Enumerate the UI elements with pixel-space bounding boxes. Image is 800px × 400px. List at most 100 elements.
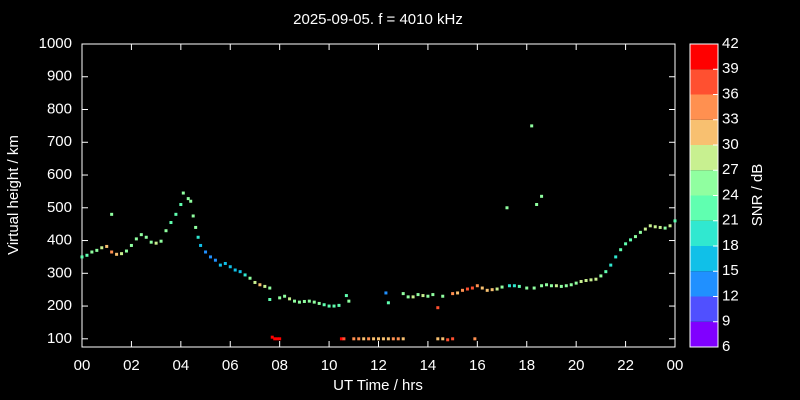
- colorbar-tick-label: 6: [722, 338, 730, 355]
- y-axis-label: Virtual height / km: [5, 135, 22, 255]
- data-point: [431, 293, 435, 297]
- colorbar-segment: [690, 119, 718, 145]
- colorbar-segment: [690, 44, 718, 70]
- data-point: [115, 252, 119, 256]
- data-point: [619, 248, 623, 252]
- data-point: [297, 300, 301, 304]
- data-point: [609, 263, 613, 267]
- data-point: [110, 212, 114, 216]
- data-point: [461, 288, 465, 292]
- data-point: [446, 338, 450, 342]
- colorbar-tick-label: 9: [722, 313, 730, 330]
- data-point: [223, 261, 227, 265]
- colorbar-segment: [690, 321, 718, 347]
- data-point: [110, 250, 114, 254]
- x-tick-label: 20: [568, 357, 585, 374]
- data-point: [169, 221, 173, 225]
- data-point: [638, 230, 642, 234]
- colorbar-tick-label: 15: [722, 262, 739, 279]
- colorbar-tick-label: 18: [722, 237, 739, 254]
- colorbar-segment: [690, 246, 718, 272]
- data-point: [648, 224, 652, 228]
- data-point: [124, 249, 128, 253]
- colorbar-tick-label: 12: [722, 287, 739, 304]
- x-tick-label: 08: [271, 357, 288, 374]
- colorbar-tick-label: 21: [722, 212, 739, 229]
- colorbar-segment: [690, 296, 718, 322]
- data-point: [658, 225, 662, 229]
- data-point: [436, 337, 440, 341]
- colorbar-segment: [690, 195, 718, 221]
- colorbar-tick-label: 27: [722, 161, 739, 178]
- data-point: [406, 295, 410, 299]
- data-point: [451, 337, 455, 341]
- data-point: [317, 301, 321, 305]
- data-point: [228, 265, 232, 269]
- data-point: [377, 337, 380, 341]
- y-tick-label: 400: [47, 232, 72, 249]
- colorbar-tick-label: 42: [722, 35, 739, 52]
- colorbar-segment: [690, 94, 718, 120]
- colorbar-segment: [690, 170, 718, 196]
- x-tick-label: 10: [321, 357, 338, 374]
- data-point: [540, 284, 544, 288]
- data-point: [189, 199, 193, 203]
- data-point: [186, 197, 190, 201]
- colorbar-tick-label: 36: [722, 85, 739, 102]
- data-point: [495, 287, 499, 291]
- data-point: [594, 277, 598, 281]
- data-point: [322, 303, 326, 307]
- data-point: [337, 303, 341, 307]
- x-tick-label: 04: [172, 357, 189, 374]
- data-point: [159, 239, 163, 243]
- data-point: [614, 255, 618, 259]
- data-point: [668, 224, 672, 228]
- data-point: [569, 283, 573, 287]
- y-tick-label: 800: [47, 100, 72, 117]
- data-point: [213, 258, 217, 262]
- data-point: [512, 284, 516, 288]
- data-point: [362, 337, 366, 341]
- data-point: [134, 237, 138, 241]
- data-point: [144, 235, 148, 239]
- data-point: [149, 240, 153, 244]
- data-point: [480, 286, 484, 290]
- data-point: [312, 300, 316, 304]
- data-point: [517, 284, 521, 288]
- y-tick-label: 700: [47, 133, 72, 150]
- data-point: [154, 241, 158, 245]
- data-point: [441, 294, 445, 298]
- data-point: [243, 273, 247, 277]
- data-point: [624, 242, 628, 246]
- data-point: [554, 284, 558, 288]
- data-point: [95, 248, 99, 252]
- data-point: [181, 191, 185, 195]
- data-point: [344, 294, 348, 298]
- data-point: [411, 295, 415, 299]
- y-tick-label: 500: [47, 199, 72, 216]
- data-point: [401, 292, 405, 296]
- data-point: [268, 298, 272, 302]
- data-point: [564, 284, 568, 288]
- data-point: [505, 206, 509, 210]
- data-point: [507, 284, 511, 288]
- data-point: [347, 299, 351, 303]
- data-point: [270, 335, 274, 339]
- data-point: [129, 243, 133, 247]
- data-point: [273, 337, 277, 341]
- data-point: [283, 294, 287, 298]
- data-point: [302, 299, 306, 303]
- x-tick-label: 14: [420, 357, 437, 374]
- x-tick-label: 02: [123, 357, 140, 374]
- colorbar-tick-label: 24: [722, 186, 739, 203]
- x-tick-label: 00: [667, 357, 684, 374]
- data-point: [332, 304, 336, 308]
- data-point: [416, 293, 420, 297]
- colorbar-tick-label: 33: [722, 111, 739, 128]
- data-point: [396, 337, 400, 341]
- data-point: [278, 296, 282, 300]
- data-point: [456, 291, 460, 295]
- data-point: [204, 250, 208, 254]
- data-point: [530, 124, 534, 128]
- data-point: [604, 270, 608, 274]
